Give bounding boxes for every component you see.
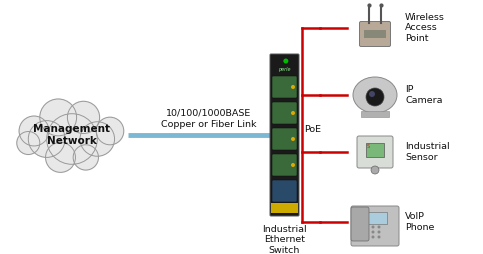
Text: IP
Camera: IP Camera [405, 85, 442, 105]
Circle shape [366, 226, 369, 229]
Circle shape [366, 230, 369, 233]
Circle shape [47, 114, 97, 164]
Circle shape [96, 117, 124, 145]
Text: 10/100/1000BASE: 10/100/1000BASE [166, 108, 252, 117]
Circle shape [68, 101, 99, 134]
Text: Management
Network: Management Network [33, 124, 111, 146]
FancyBboxPatch shape [357, 136, 393, 168]
Circle shape [366, 88, 384, 106]
FancyBboxPatch shape [272, 128, 297, 150]
Text: Industrial
Ethernet
Switch: Industrial Ethernet Switch [262, 225, 307, 254]
Circle shape [291, 111, 295, 115]
Circle shape [291, 137, 295, 141]
Ellipse shape [353, 77, 397, 113]
Circle shape [371, 166, 379, 174]
Circle shape [28, 121, 65, 157]
Circle shape [73, 145, 99, 170]
Circle shape [291, 163, 295, 167]
FancyBboxPatch shape [351, 207, 369, 241]
Text: Industrial
Sensor: Industrial Sensor [405, 142, 450, 162]
Text: Copper or Fiber Link: Copper or Fiber Link [161, 120, 257, 129]
Circle shape [378, 235, 381, 239]
Text: perle: perle [278, 67, 291, 71]
Circle shape [369, 91, 375, 97]
FancyBboxPatch shape [272, 102, 297, 124]
FancyBboxPatch shape [272, 180, 297, 202]
Circle shape [371, 226, 374, 229]
Circle shape [40, 99, 77, 136]
Bar [367, 212, 387, 224]
Bar [366, 143, 384, 157]
Circle shape [366, 235, 369, 239]
FancyBboxPatch shape [270, 54, 299, 216]
Circle shape [80, 122, 114, 156]
Circle shape [45, 142, 75, 172]
Circle shape [19, 116, 49, 146]
Text: PoE: PoE [304, 125, 321, 135]
Text: Wireless
Access
Point: Wireless Access Point [405, 13, 445, 43]
Circle shape [284, 58, 288, 64]
FancyBboxPatch shape [351, 206, 399, 246]
Circle shape [291, 85, 295, 89]
Text: S: S [367, 144, 370, 149]
Bar [271, 203, 298, 213]
FancyBboxPatch shape [272, 154, 297, 176]
FancyBboxPatch shape [359, 22, 390, 46]
Text: VoIP
Phone: VoIP Phone [405, 212, 434, 232]
Bar [364, 30, 386, 38]
Bar [361, 111, 389, 117]
Circle shape [378, 230, 381, 233]
FancyBboxPatch shape [272, 76, 297, 98]
Circle shape [378, 226, 381, 229]
Circle shape [371, 235, 374, 239]
Circle shape [371, 230, 374, 233]
Circle shape [17, 132, 40, 154]
